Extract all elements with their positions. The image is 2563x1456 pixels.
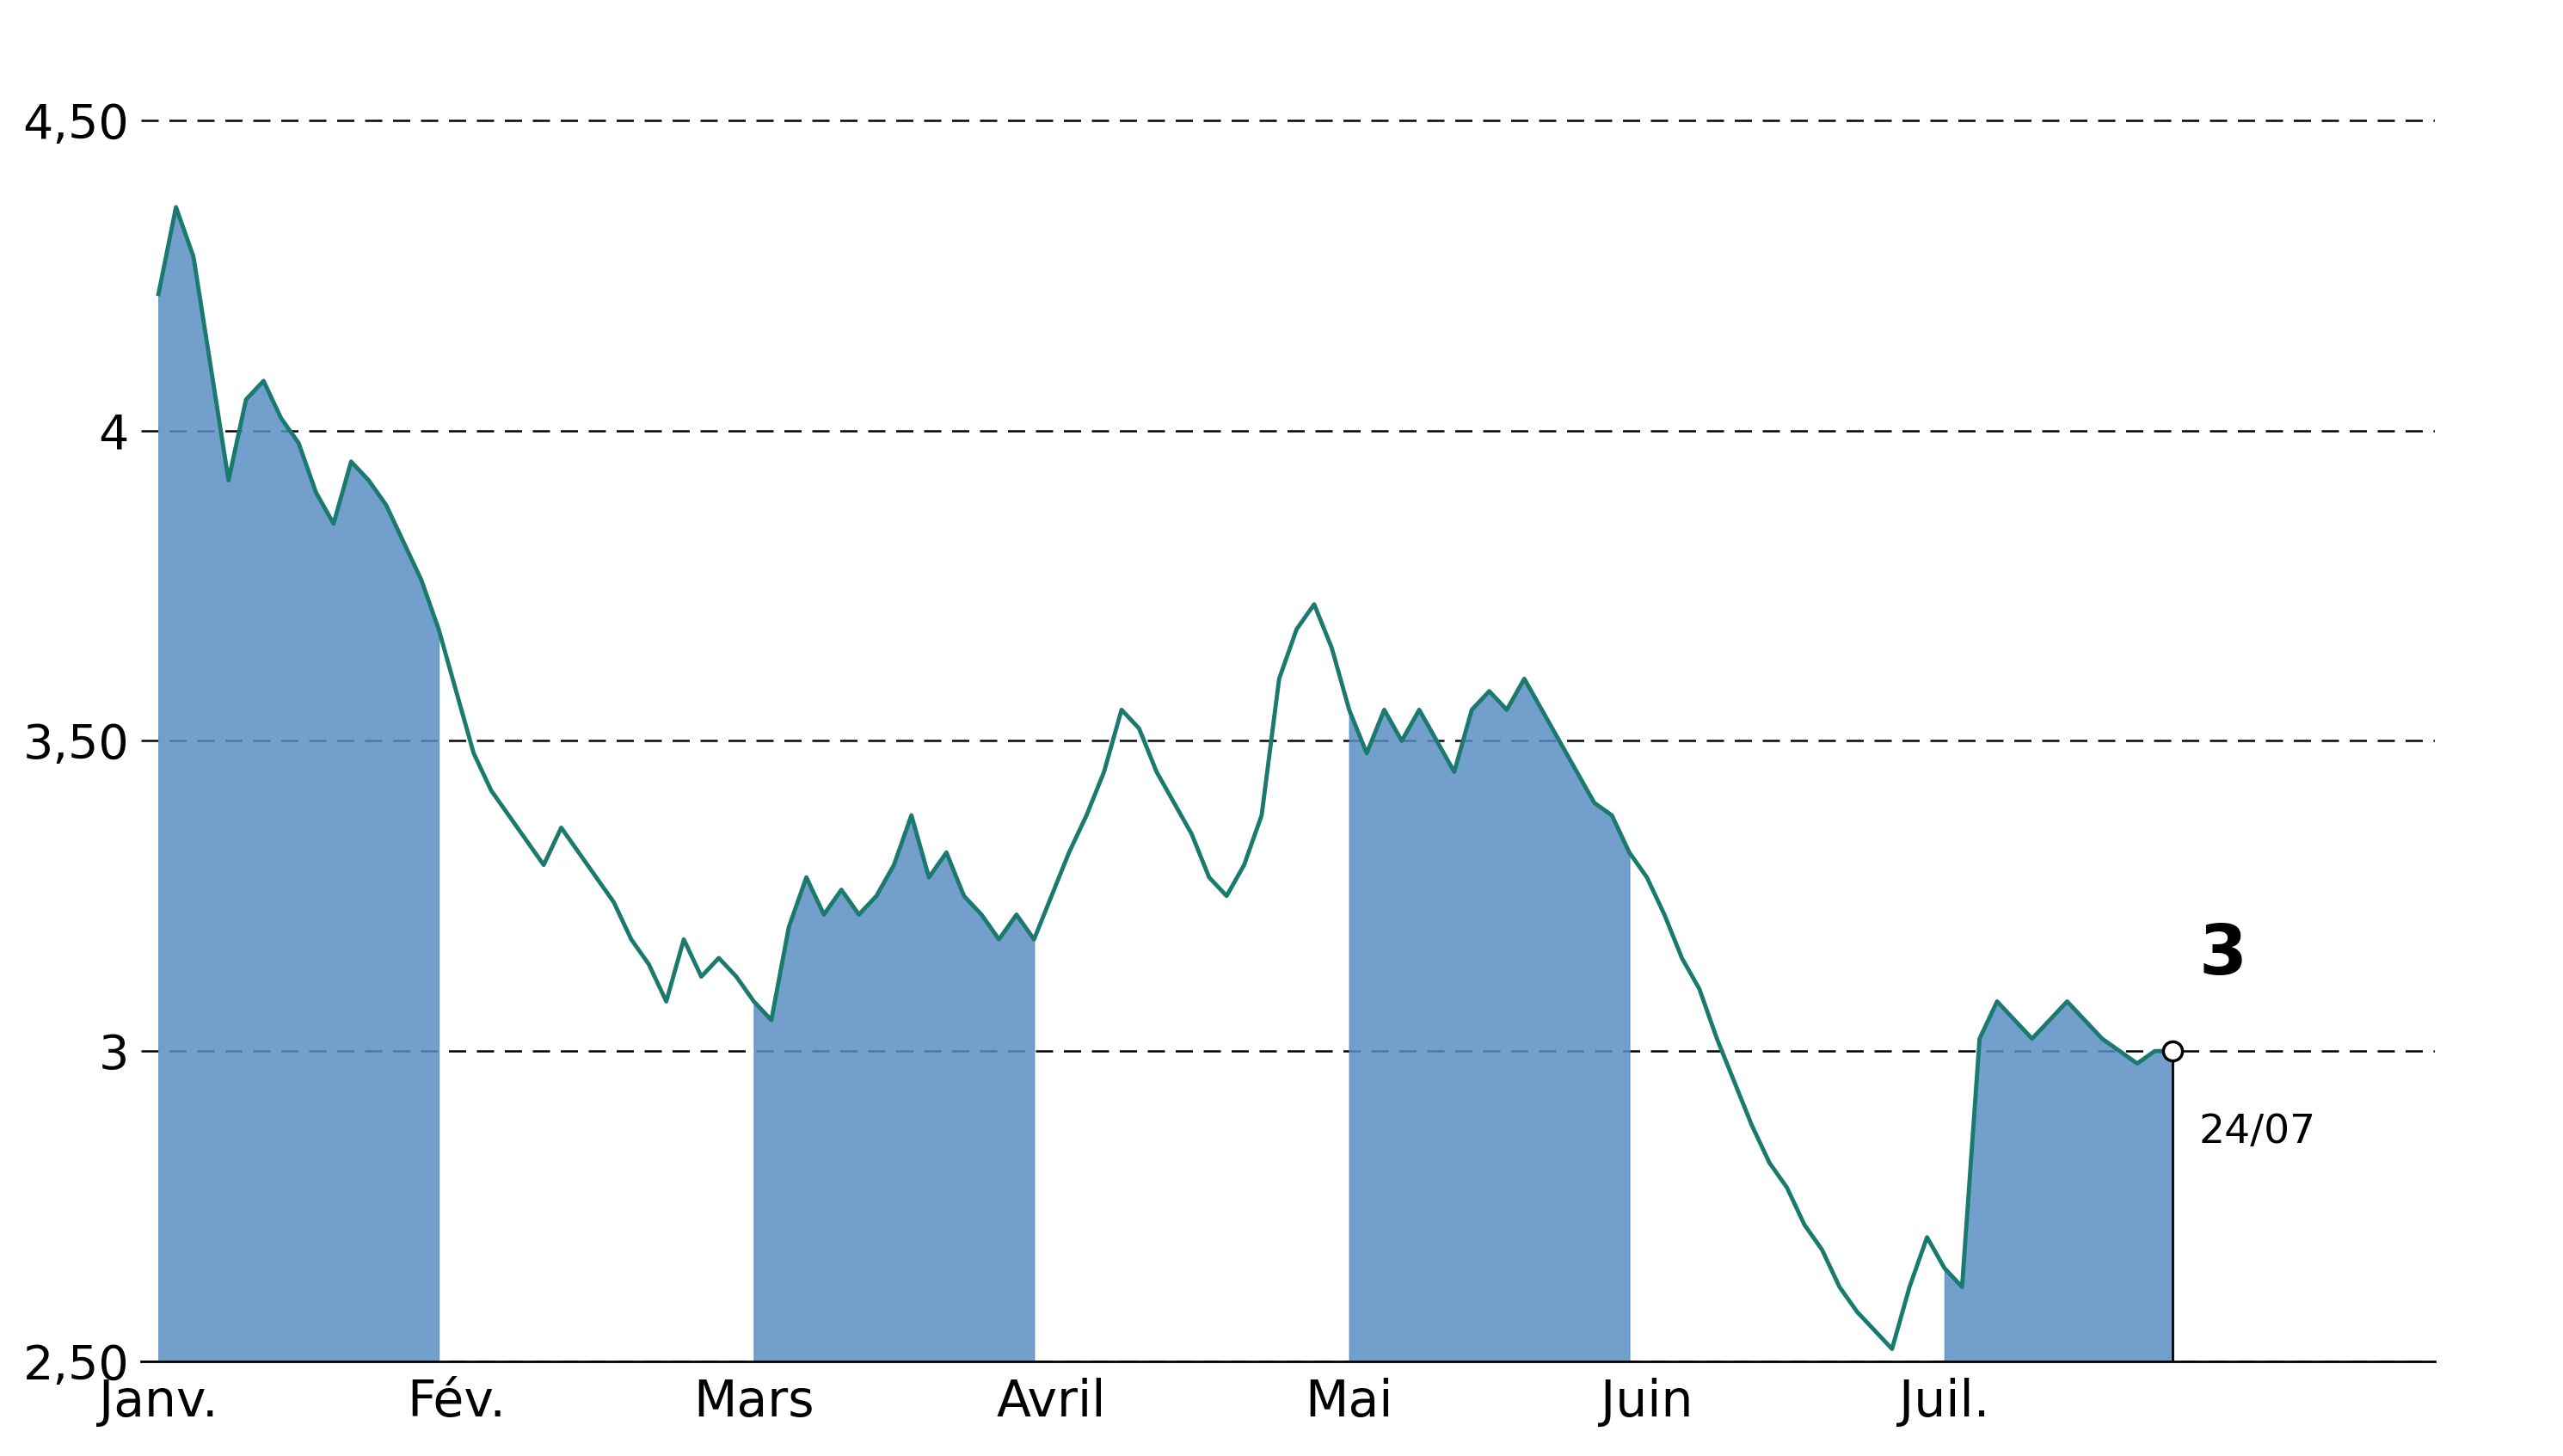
Text: 3: 3	[2199, 922, 2248, 989]
Text: 24/07: 24/07	[2199, 1114, 2314, 1152]
Text: UV GERMI: UV GERMI	[1015, 3, 1548, 96]
